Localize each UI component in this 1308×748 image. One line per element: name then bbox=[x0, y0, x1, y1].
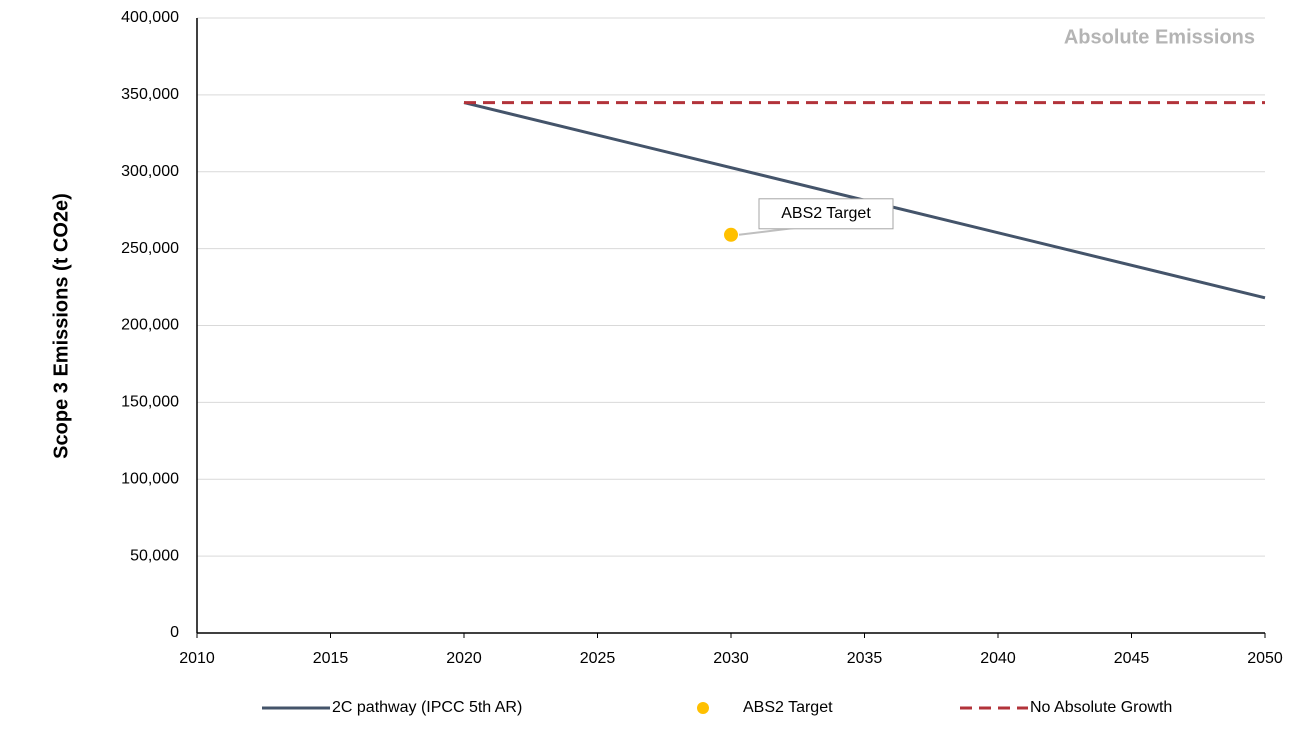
y-tick-label: 350,000 bbox=[121, 86, 179, 103]
x-tick-label: 2045 bbox=[1114, 650, 1150, 667]
y-axis-label: Scope 3 Emissions (t CO2e) bbox=[50, 193, 72, 459]
y-tick-label: 300,000 bbox=[121, 163, 179, 180]
x-tick-label: 2015 bbox=[313, 650, 349, 667]
annotation-box bbox=[758, 198, 894, 230]
legend-label: 2C pathway (IPCC 5th AR) bbox=[332, 699, 522, 716]
chart-title: Absolute Emissions bbox=[1064, 26, 1255, 48]
annotation-text: ABS2 Target bbox=[781, 205, 871, 222]
y-tick-label: 100,000 bbox=[121, 470, 179, 487]
legend-swatch bbox=[697, 702, 709, 714]
legend-label: No Absolute Growth bbox=[1030, 699, 1172, 716]
x-tick-label: 2010 bbox=[179, 650, 215, 667]
y-tick-label: 0 bbox=[170, 624, 179, 641]
y-tick-label: 50,000 bbox=[130, 547, 179, 564]
x-tick-label: 2030 bbox=[713, 650, 749, 667]
x-tick-label: 2025 bbox=[580, 650, 616, 667]
x-tick-label: 2035 bbox=[847, 650, 883, 667]
y-tick-label: 150,000 bbox=[121, 394, 179, 411]
x-tick-label: 2040 bbox=[980, 650, 1016, 667]
y-tick-label: 250,000 bbox=[121, 240, 179, 257]
x-tick-label: 2050 bbox=[1247, 650, 1283, 667]
y-tick-label: 400,000 bbox=[121, 9, 179, 26]
x-tick-label: 2020 bbox=[446, 650, 482, 667]
y-tick-label: 200,000 bbox=[121, 317, 179, 334]
legend-label: ABS2 Target bbox=[743, 699, 833, 716]
data-point bbox=[724, 227, 738, 242]
